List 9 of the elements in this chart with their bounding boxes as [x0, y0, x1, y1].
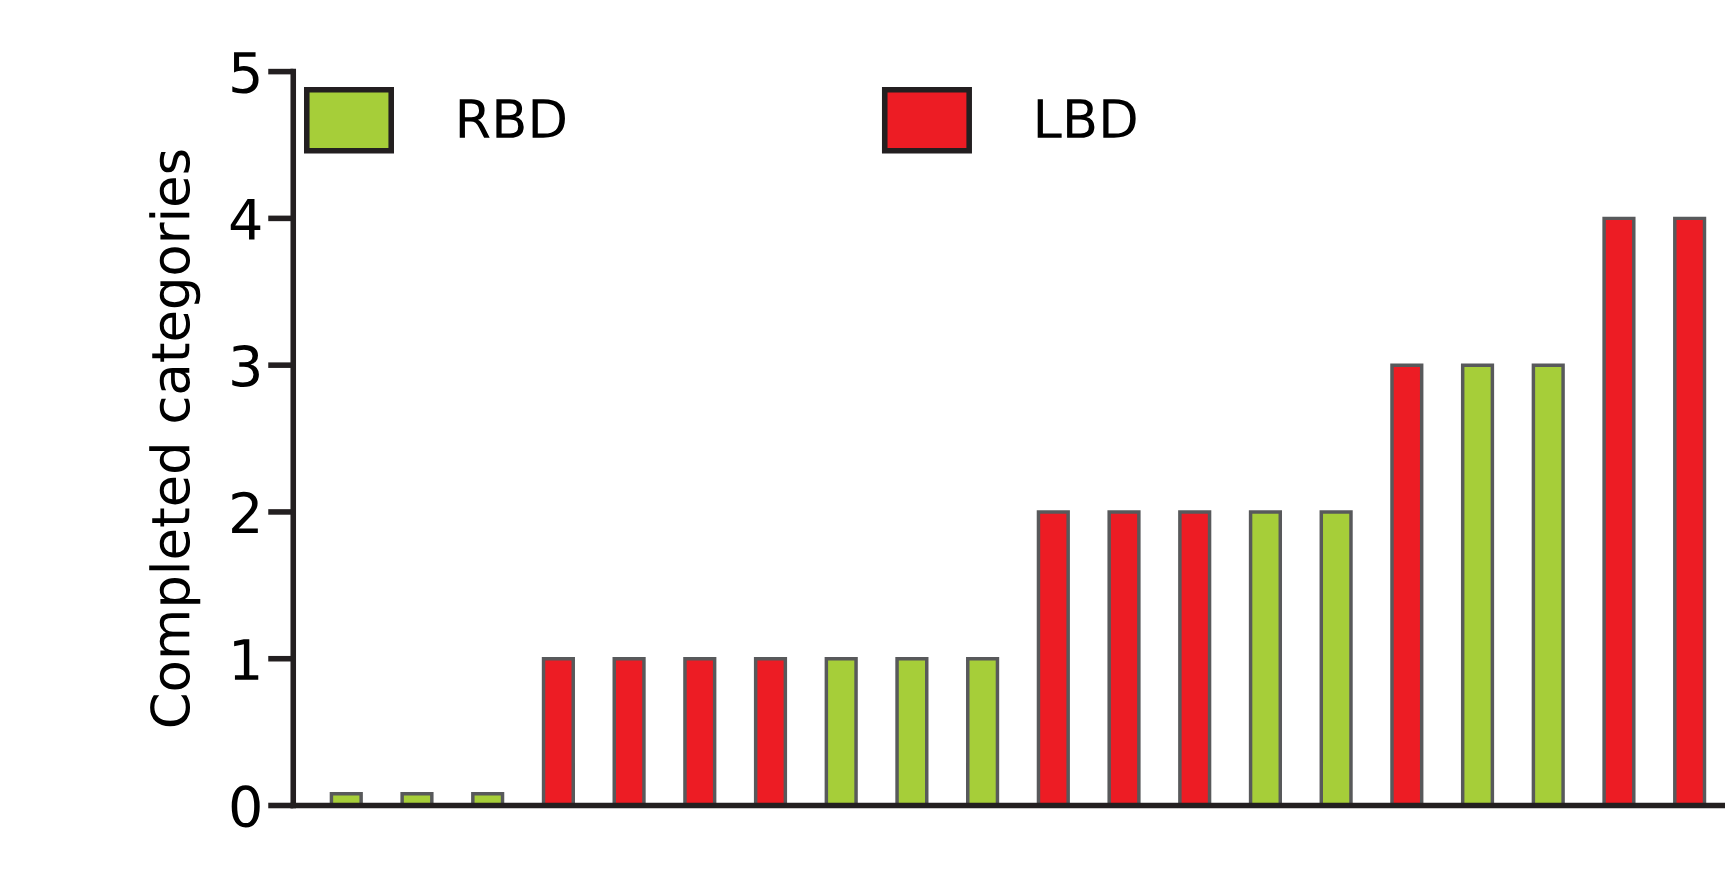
y-tick-label: 1: [234, 639, 259, 680]
legend-label: LBD: [1037, 99, 1136, 138]
y-tick-label: 0: [231, 785, 260, 828]
legend-label: RBD: [459, 99, 565, 138]
y-axis-title: Completed categories: [149, 150, 201, 727]
y-tick-label: 2: [232, 491, 258, 534]
y-tick-label: 3: [232, 345, 259, 388]
y-tick-label: 5: [232, 52, 259, 94]
y-tick-label: 4: [230, 198, 261, 240]
